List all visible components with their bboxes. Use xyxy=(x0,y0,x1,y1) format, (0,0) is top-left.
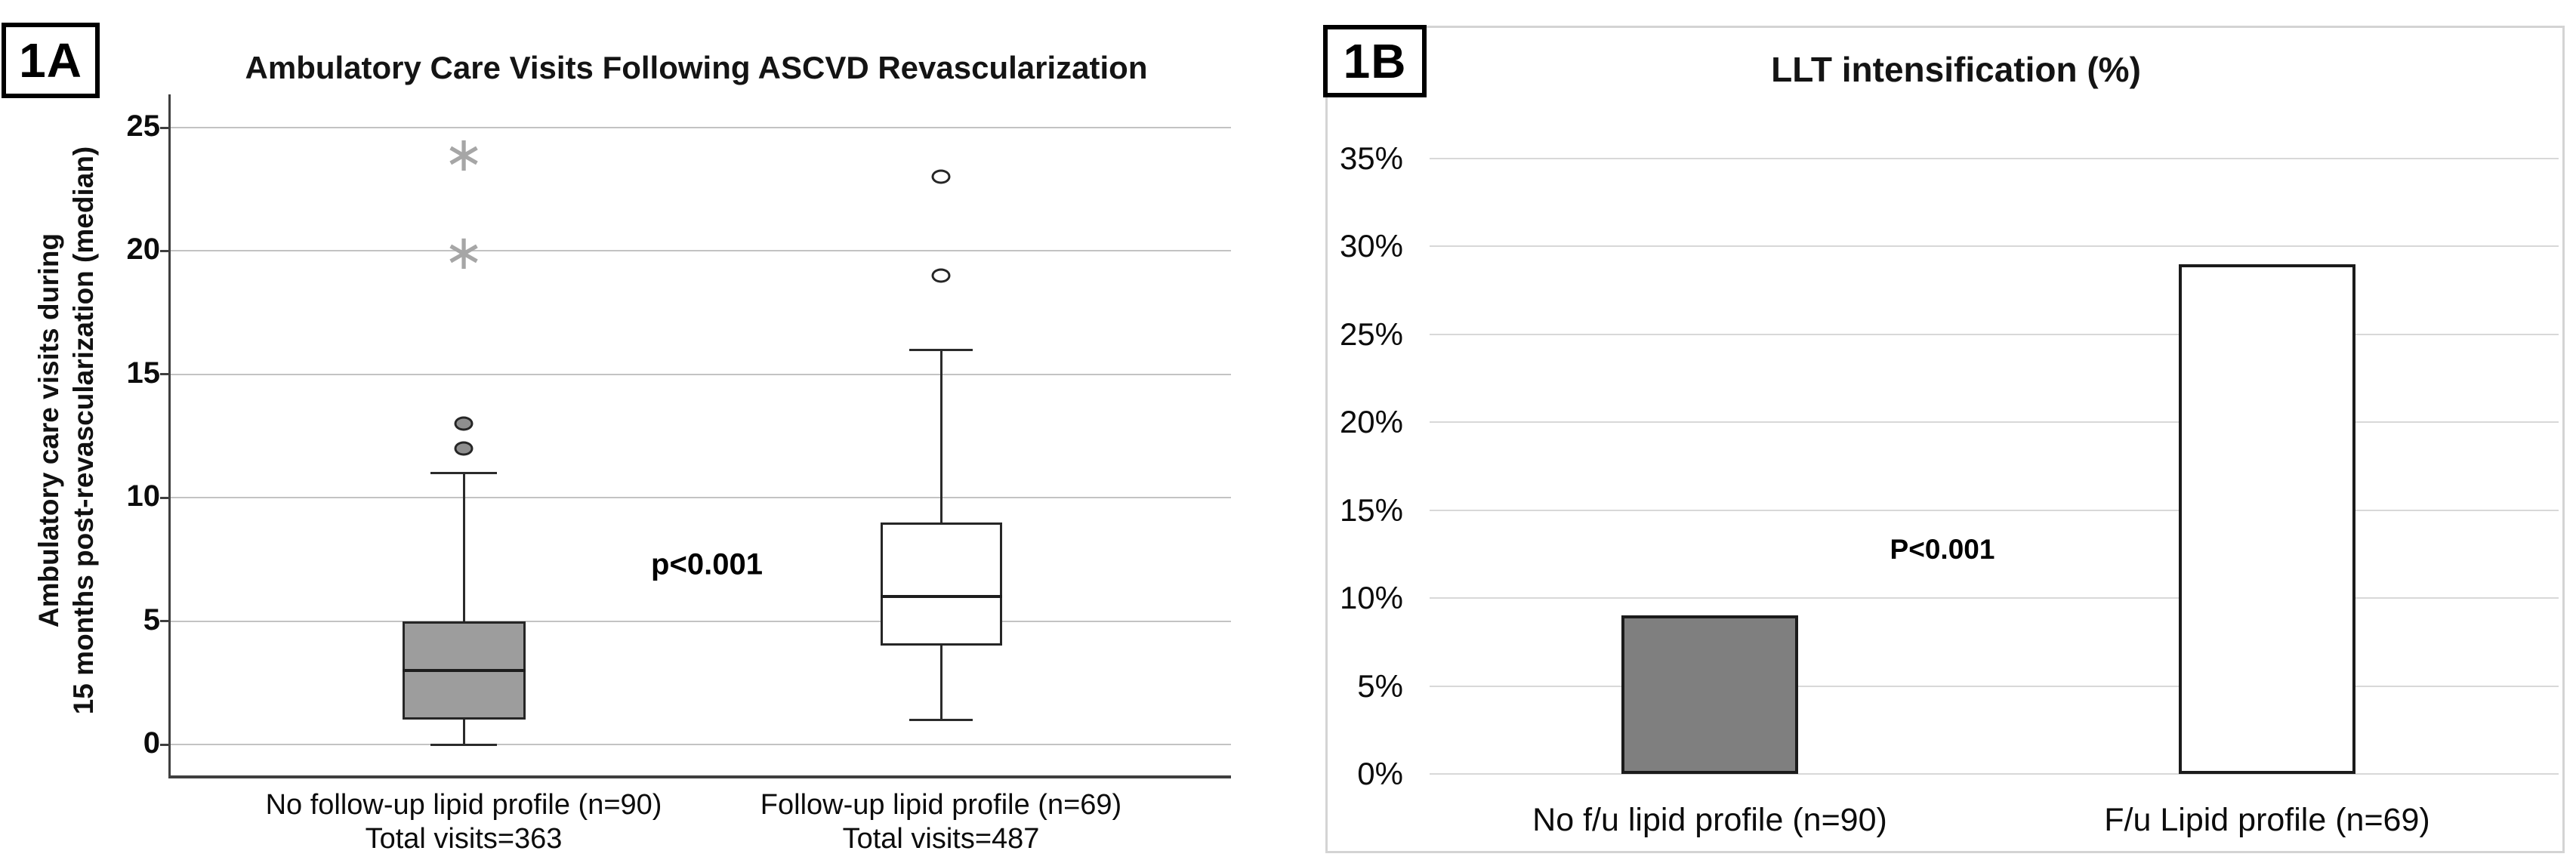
y-tick-label-25: 25% xyxy=(1339,316,1403,352)
y-tick-label-20: 20% xyxy=(1339,404,1403,440)
median-line xyxy=(880,594,1002,598)
upper-whisker-cap xyxy=(909,348,973,351)
y-tick-label-30: 30% xyxy=(1339,228,1403,264)
outlier-circle xyxy=(931,169,951,184)
lower-whisker-cap xyxy=(430,743,497,746)
gridline-y-5 xyxy=(170,620,1231,622)
bar-2 xyxy=(2179,264,2355,774)
x-category-label-2: F/u Lipid profile (n=69) xyxy=(2104,802,2430,838)
y-tick-label-25: 25 xyxy=(126,109,161,143)
panel-1a-badge-label: 1A xyxy=(19,33,82,88)
x-category-label-1: No f/u lipid profile (n=90) xyxy=(1532,802,1887,838)
upper-whisker-cap xyxy=(430,472,497,475)
y-tick-label-10: 10% xyxy=(1339,580,1403,616)
panel-1b-chart-frame xyxy=(1325,26,2565,853)
lower-whisker-stem xyxy=(939,646,942,720)
panel-1b: 1B LLT intensification (%) 0% 5% 10% 15% 20%… xyxy=(1291,0,2576,860)
x-axis-line xyxy=(168,775,1231,778)
outlier-circle xyxy=(931,268,951,283)
gridline-y-35 xyxy=(1430,158,2559,159)
panel-1a: 1A Ambulatory Care Visits Following ASCV… xyxy=(2,23,1231,856)
gridline-y-0 xyxy=(1430,773,2559,775)
y-tick-mark-25 xyxy=(160,126,170,129)
category-label-line-1: Follow-up lipid profile (n=69) xyxy=(760,789,1122,821)
y-tick-label-20: 20 xyxy=(126,233,161,267)
box-iqr xyxy=(880,522,1002,646)
gridline-y-0 xyxy=(170,744,1231,745)
y-tick-mark-20 xyxy=(160,249,170,252)
y-tick-label-15: 15% xyxy=(1339,492,1403,528)
y-tick-label-0: 0% xyxy=(1357,756,1403,791)
panel-1a-title: Ambulatory Care Visits Following ASCVD R… xyxy=(245,50,1148,85)
gridline-y-10 xyxy=(1430,597,2559,600)
y-axis-line xyxy=(168,94,171,777)
panel-1b-pvalue: P<0.001 xyxy=(1890,534,1995,565)
panel-1a-badge: 1A xyxy=(2,23,100,98)
category-label-group-2: Follow-up lipid profile (n=69) Total visi… xyxy=(760,788,1121,856)
y-tick-label-35: 35% xyxy=(1339,140,1403,176)
lower-whisker-stem xyxy=(462,720,465,744)
category-label-line-1: No follow-up lipid profile (n=90) xyxy=(265,789,662,821)
y-tick-mark-0 xyxy=(160,743,170,746)
y-tick-mark-15 xyxy=(160,373,170,376)
median-line xyxy=(402,668,526,672)
gridline-y-25 xyxy=(170,127,1231,128)
lower-whisker-cap xyxy=(909,718,973,721)
panel-1b-title: LLT intensification (%) xyxy=(1771,50,2141,89)
gridline-y-10 xyxy=(170,497,1231,499)
gridline-y-20 xyxy=(1430,421,2559,424)
y-tick-label-10: 10 xyxy=(126,479,161,513)
y-tick-mark-10 xyxy=(160,496,170,499)
category-label-group-1: No follow-up lipid profile (n=90) Total v… xyxy=(266,788,662,856)
upper-whisker-stem xyxy=(939,350,942,522)
gridline-y-25 xyxy=(1430,333,2559,335)
boxplot-plot-area: 0 5 10 15 20 25 ∗ ∗ No follow-up lipid profile (… xyxy=(126,94,1231,856)
outlier-circle xyxy=(454,441,474,456)
gridline-y-15 xyxy=(1430,509,2559,511)
y-tick-mark-5 xyxy=(160,620,170,623)
y-tick-label-15: 15 xyxy=(126,356,161,390)
y-tick-label-5: 5 xyxy=(143,603,160,637)
bar-chart-plot-area: 0% 5% 10% 15% 20% 25% 30% 35% No f/u lipid profi… xyxy=(1291,0,2576,860)
bar-1 xyxy=(1621,615,1798,774)
gridline-y-20 xyxy=(170,250,1231,252)
upper-whisker-stem xyxy=(462,473,465,621)
gridline-y-15 xyxy=(170,373,1231,375)
panel-1b-badge-label: 1B xyxy=(1343,34,1407,88)
y-tick-label-0: 0 xyxy=(143,726,160,760)
gridline-y-30 xyxy=(1430,245,2559,248)
y-tick-label-5: 5% xyxy=(1357,667,1403,704)
outlier-circle xyxy=(454,416,474,431)
panel-1a-pvalue: p<0.001 xyxy=(651,547,763,581)
gridline-y-5 xyxy=(1430,685,2559,687)
category-label-line-2: Total visits=363 xyxy=(365,823,563,855)
panel-1b-badge: 1B xyxy=(1323,25,1427,97)
category-label-line-2: Total visits=487 xyxy=(842,823,1040,855)
